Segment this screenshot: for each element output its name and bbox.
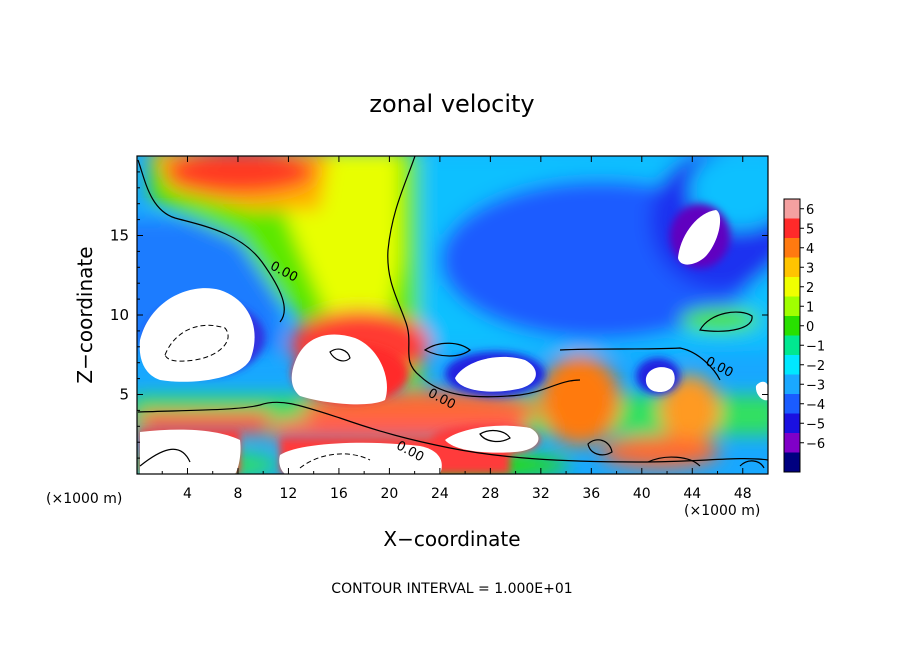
x-tick-label: 48 <box>734 486 752 502</box>
colorbar-tick-label: −5 <box>806 417 825 432</box>
colorbar: 6 5 4 3 2 1 0 −1 −2 −3 −4 −5 −6 <box>783 198 825 473</box>
colorbar-segment <box>784 296 800 317</box>
colorbar-tick-label: 4 <box>806 242 814 257</box>
contour-interval-note: CONTOUR INTERVAL = 1.000E+01 <box>331 581 572 597</box>
colorbar-segment <box>784 413 800 434</box>
colorbar-tick-label: 1 <box>806 300 814 315</box>
colorbar-tick-label: −6 <box>806 437 825 452</box>
colorbar-segment <box>784 238 800 258</box>
colorbar-tick-label: −3 <box>806 378 825 393</box>
colorbar-tick-label: −4 <box>806 398 825 413</box>
colorbar-segment <box>784 257 800 278</box>
colorbar-segment <box>784 374 800 395</box>
colorbar-frame <box>783 198 801 473</box>
x-tick-label: 8 <box>233 486 242 502</box>
x-tick-label: 28 <box>481 486 499 502</box>
x-tick-label: 20 <box>380 486 398 502</box>
chart-title: zonal velocity <box>369 90 534 118</box>
colorbar-segment <box>784 277 800 297</box>
x-tick-label: 32 <box>532 486 550 502</box>
colorbar-segment <box>784 335 800 356</box>
colorbar-tick-label: 6 <box>806 203 814 218</box>
x-tick-label: 16 <box>330 486 348 502</box>
velocity-field <box>137 156 768 474</box>
x-axis: 4 8 12 16 20 24 28 32 36 40 44 48 <box>161 156 752 502</box>
colorbar-segment <box>784 452 800 473</box>
x-tick-label: 44 <box>683 486 701 502</box>
colorbar-tick-label: −2 <box>806 359 825 374</box>
x-unit-label-left: (×1000 m) <box>46 491 122 507</box>
y-tick-label: 10 <box>110 306 129 324</box>
y-tick-label: 5 <box>119 386 129 404</box>
x-tick-label: 36 <box>582 486 600 502</box>
colorbar-tick-label: −1 <box>806 339 825 354</box>
colorbar-segment <box>784 316 800 336</box>
x-tick-label: 12 <box>280 486 298 502</box>
x-tick-label: 24 <box>431 486 449 502</box>
colorbar-segment <box>784 355 800 375</box>
x-tick-label: 4 <box>183 486 192 502</box>
colorbar-segment <box>784 199 800 219</box>
colorbar-tick-label: 0 <box>806 320 814 335</box>
colorbar-tick-label: 2 <box>806 281 814 296</box>
x-axis-label: X−coordinate <box>383 527 520 551</box>
contour-lines <box>137 156 768 469</box>
colorbar-segment <box>784 433 800 453</box>
colorbar-tick-label: 5 <box>806 222 814 237</box>
colorbar-segment <box>784 218 800 239</box>
y-axis: 5 10 15 <box>110 171 768 459</box>
colorbar-segment <box>784 394 800 414</box>
x-unit-label-right: (×1000 m) <box>684 503 760 519</box>
y-tick-label: 15 <box>110 227 129 245</box>
y-axis-label: Z−coordinate <box>73 246 97 383</box>
x-tick-label: 40 <box>633 486 651 502</box>
colorbar-tick-label: 3 <box>806 261 814 276</box>
